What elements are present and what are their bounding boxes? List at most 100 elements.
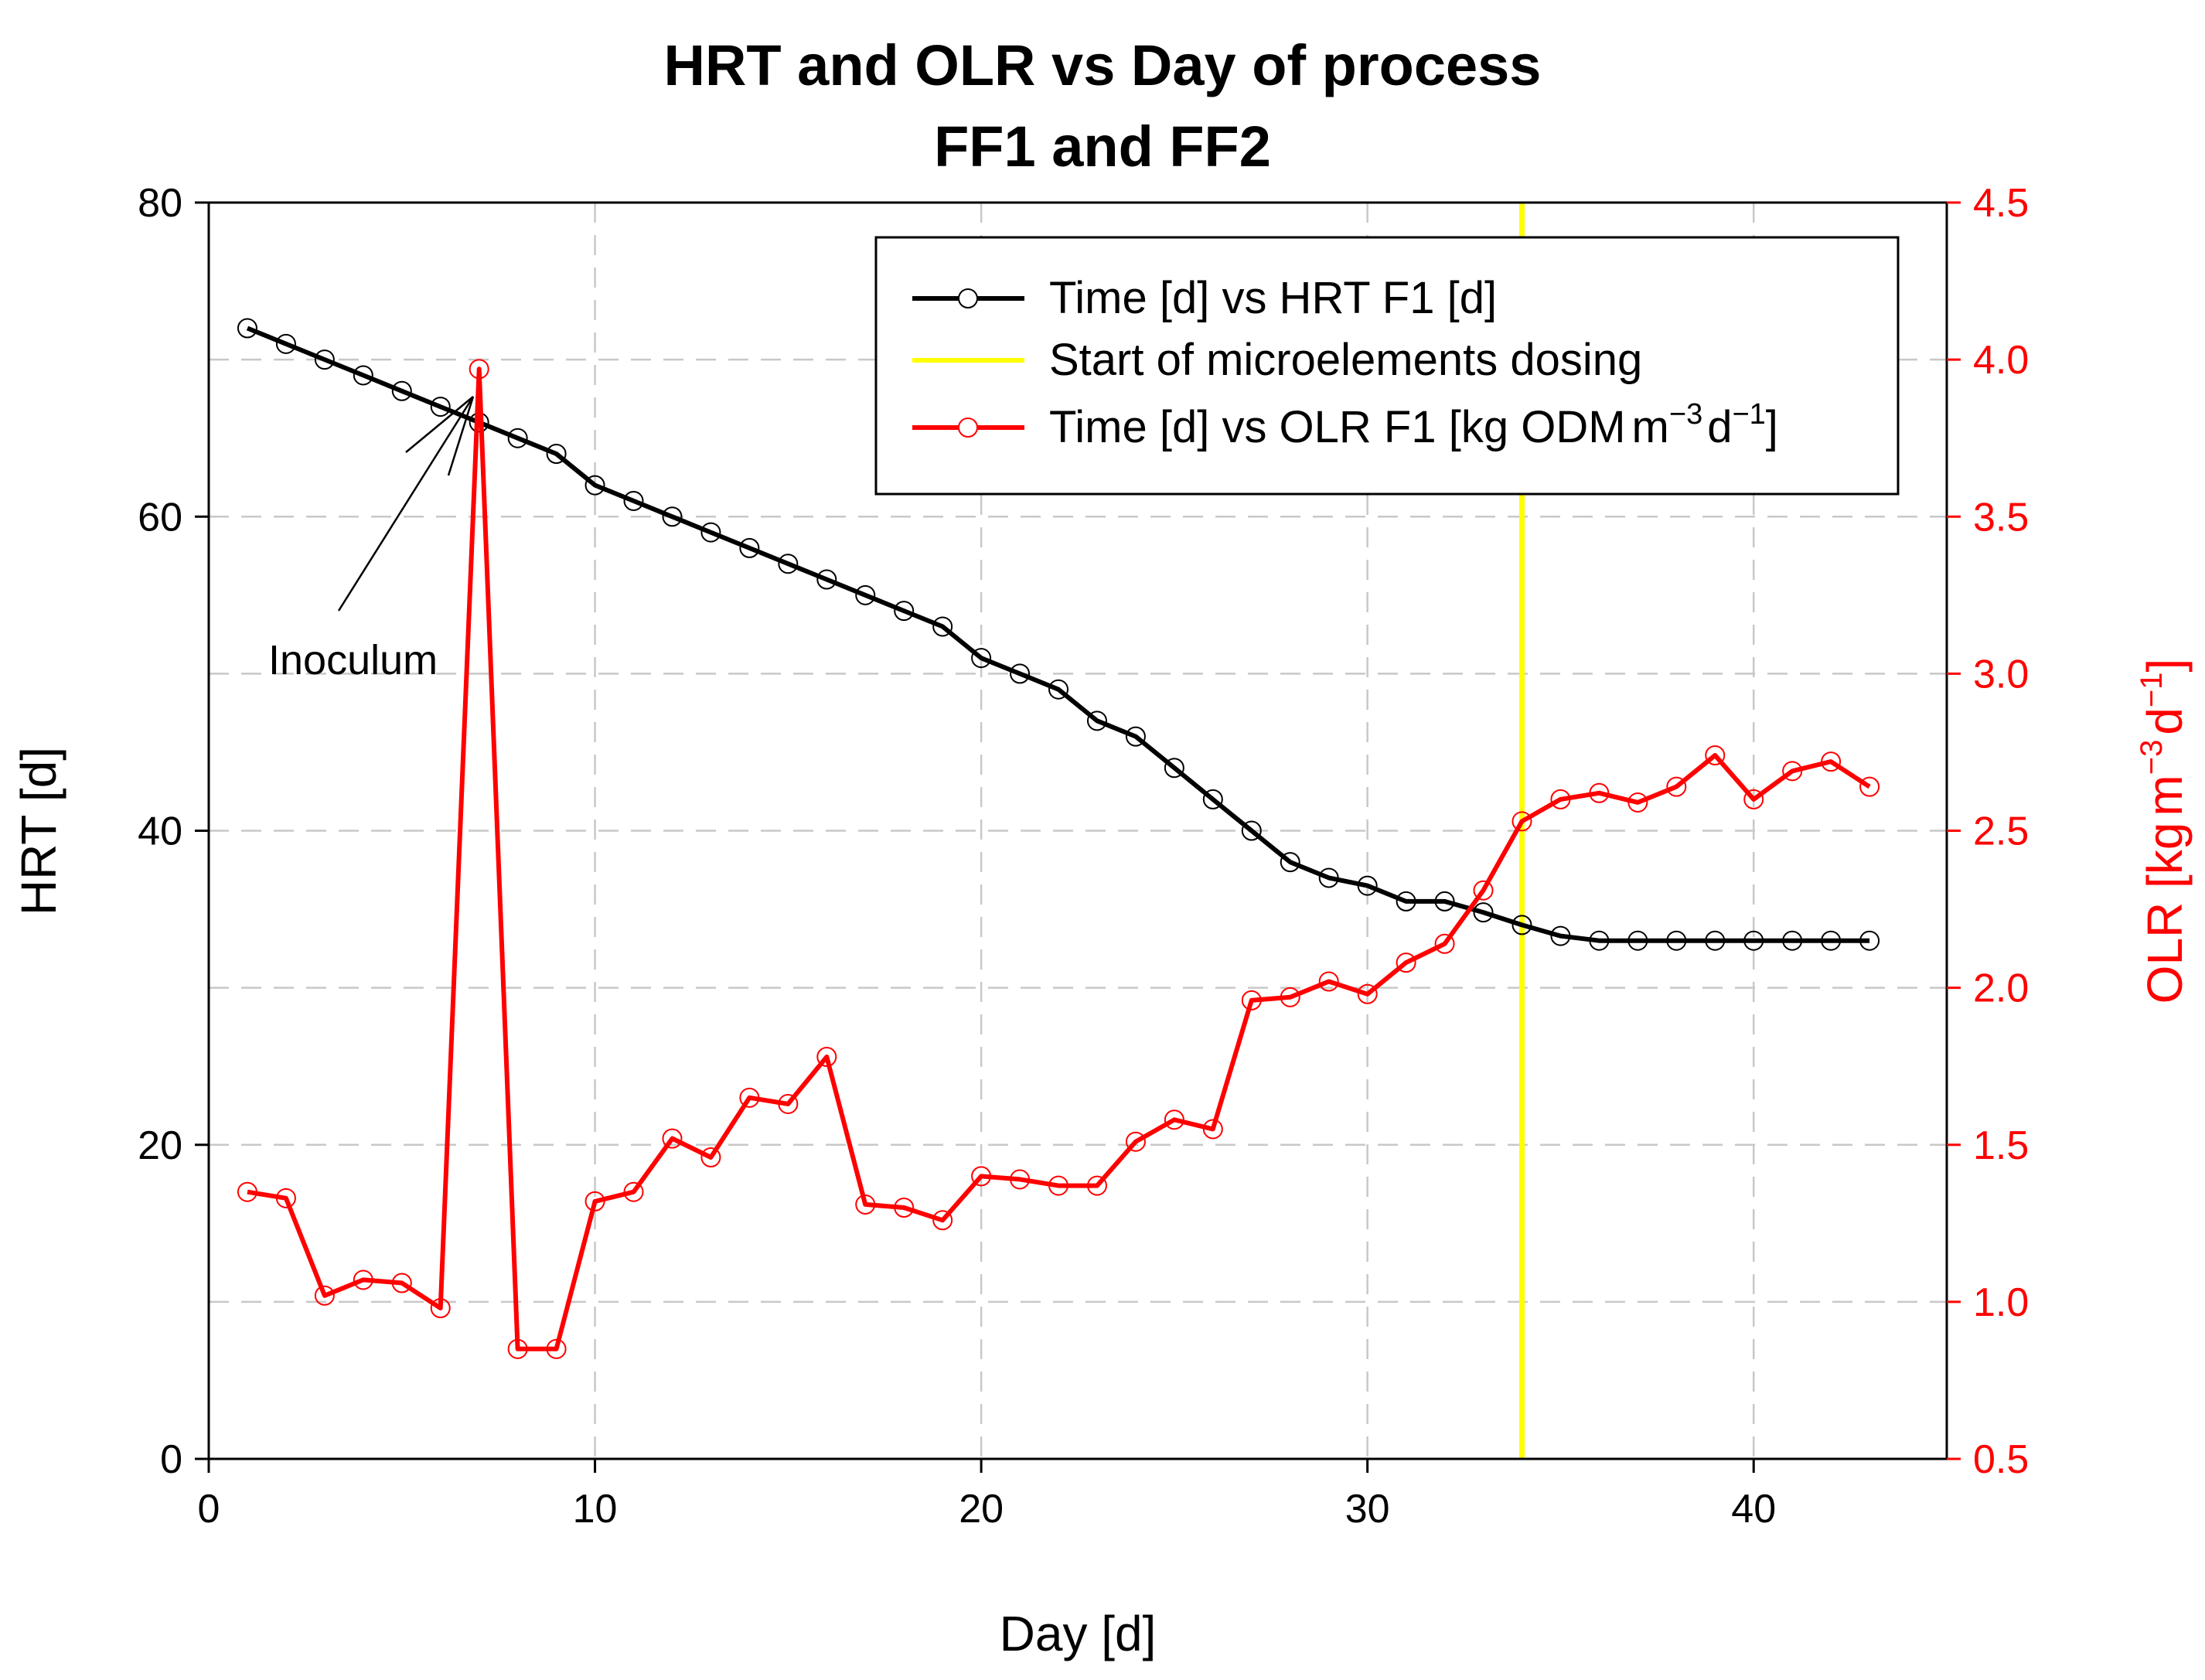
- y2-tick-label: 0.5: [1973, 1437, 2029, 1482]
- data-point-olr: [314, 1285, 335, 1306]
- annotation-arrow-head-left: [405, 396, 474, 453]
- data-point-hrt: [739, 537, 760, 558]
- data-point-hrt: [237, 318, 257, 339]
- data-point-hrt: [778, 554, 799, 574]
- data-point-hrt: [430, 397, 451, 417]
- data-point-olr: [1782, 761, 1803, 782]
- y2-label-d: d: [2137, 707, 2193, 735]
- tick-layer: 0 10 20 30 40 0 20 40 60 80 0.5 1.0 1.5 2.0 2.5 3.0 3.5 4…: [138, 181, 2029, 1532]
- data-point-olr: [430, 1298, 451, 1318]
- data-point-hrt: [1511, 915, 1532, 935]
- annotation-arrow-head-right: [447, 396, 475, 476]
- data-point-olr: [1511, 811, 1532, 832]
- data-point-hrt: [353, 365, 373, 386]
- data-point-hrt: [1550, 925, 1571, 946]
- data-point-hrt: [1589, 930, 1610, 951]
- data-point-olr: [932, 1210, 953, 1231]
- data-point-olr: [1666, 776, 1687, 797]
- data-point-hrt: [1125, 726, 1146, 747]
- data-point-olr: [700, 1147, 721, 1167]
- data-point-olr: [1396, 952, 1416, 973]
- data-point-olr: [1125, 1131, 1146, 1152]
- data-point-olr: [1743, 789, 1764, 809]
- data-point-hrt: [1859, 930, 1880, 951]
- y2-tick-label: 4.5: [1973, 181, 2029, 226]
- data-point-hrt: [1434, 891, 1455, 912]
- data-point-olr: [1434, 933, 1455, 954]
- data-point-olr: [546, 1338, 567, 1359]
- data-point-olr: [1048, 1175, 1069, 1196]
- data-point-olr: [353, 1269, 373, 1290]
- y2-tick-label: 3.0: [1973, 652, 2029, 697]
- y2-label-suffix: ]: [2137, 659, 2193, 673]
- data-point-hrt: [546, 444, 567, 464]
- data-point-olr: [1550, 789, 1571, 809]
- y2-tick-label: 3.5: [1973, 495, 2029, 540]
- legend-olr-m: m: [1632, 402, 1669, 452]
- data-point-hrt: [314, 349, 335, 370]
- x-tick-label: 0: [198, 1487, 220, 1532]
- legend-entry-hrt: Time [d] vs HRT F1 [d]: [912, 273, 1497, 323]
- data-point-olr: [275, 1188, 296, 1208]
- y2-label-m: m: [2137, 775, 2193, 816]
- y2-label-prefix: OLR [kg: [2137, 823, 2193, 1004]
- annotation-text: Inoculum: [268, 637, 438, 683]
- data-point-hrt: [507, 428, 528, 448]
- data-point-hrt: [1396, 891, 1416, 912]
- y-tick-label: 60: [138, 495, 182, 540]
- data-point-olr: [469, 359, 489, 380]
- annotation-arrow-line: [337, 396, 475, 612]
- data-point-hrt: [1010, 663, 1031, 684]
- y2-label-sup1: −3: [2135, 740, 2169, 775]
- data-point-olr: [855, 1194, 876, 1215]
- data-point-olr: [1164, 1109, 1184, 1130]
- data-point-olr: [778, 1093, 799, 1114]
- legend-box: [874, 236, 1900, 496]
- y-tick-label: 20: [138, 1123, 182, 1168]
- data-point-olr: [1705, 745, 1726, 765]
- data-point-hrt: [1627, 930, 1648, 951]
- data-point-hrt: [1241, 820, 1262, 841]
- data-point-olr: [1473, 880, 1494, 901]
- x-tick-label: 10: [573, 1487, 618, 1532]
- legend-olr-suffix: ]: [1766, 402, 1778, 452]
- data-point-olr: [507, 1338, 528, 1359]
- data-point-hrt: [1473, 902, 1494, 923]
- legend-entry-olr: Time [d] vs OLR F1 [kg ODM m−3 d−1]: [912, 398, 1778, 452]
- data-point-olr: [1357, 983, 1378, 1004]
- legend-label-olr: Time [d] vs OLR F1 [kg ODM m−3 d−1]: [1049, 398, 1778, 452]
- data-point-olr: [1589, 782, 1610, 803]
- y2-tick-label: 2.0: [1973, 966, 2029, 1011]
- series-layer: [237, 318, 1880, 1359]
- data-point-hrt: [391, 380, 412, 401]
- data-point-hrt: [1280, 852, 1300, 873]
- y2-tick-label: 1.5: [1973, 1123, 2029, 1168]
- x-tick-label: 30: [1345, 1487, 1390, 1532]
- data-point-olr: [1318, 971, 1339, 992]
- series-line-olr: [247, 366, 1871, 1351]
- y2-tick-label: 2.5: [1973, 809, 2029, 854]
- data-point-hrt: [623, 490, 644, 511]
- data-point-olr: [1280, 987, 1300, 1007]
- data-point-hrt: [1357, 875, 1378, 896]
- data-point-olr: [1859, 776, 1880, 797]
- legend-olr-sup1: −3: [1669, 398, 1702, 431]
- legend-olr-sup2: −1: [1732, 398, 1765, 431]
- data-point-hrt: [1048, 679, 1069, 700]
- legend-olr-d: d: [1707, 402, 1732, 452]
- data-point-hrt: [816, 569, 837, 590]
- data-point-hrt: [700, 522, 721, 543]
- y-tick-label: 80: [138, 181, 182, 226]
- data-point-hrt: [894, 601, 915, 622]
- data-point-olr: [1241, 990, 1262, 1010]
- legend-label-dosing: Start of microelements dosing: [1049, 335, 1642, 385]
- data-point-hrt: [1666, 930, 1687, 951]
- series-line-hrt: [246, 325, 1870, 943]
- data-point-olr: [391, 1273, 412, 1293]
- chart-title: HRT and OLR vs Day of process: [664, 33, 1542, 97]
- y2-tick-label: 1.0: [1973, 1280, 2029, 1325]
- data-point-olr: [971, 1166, 992, 1187]
- data-point-olr: [816, 1047, 837, 1067]
- y2-axis-label: OLR [kg m−3 d−1]: [2135, 659, 2193, 1004]
